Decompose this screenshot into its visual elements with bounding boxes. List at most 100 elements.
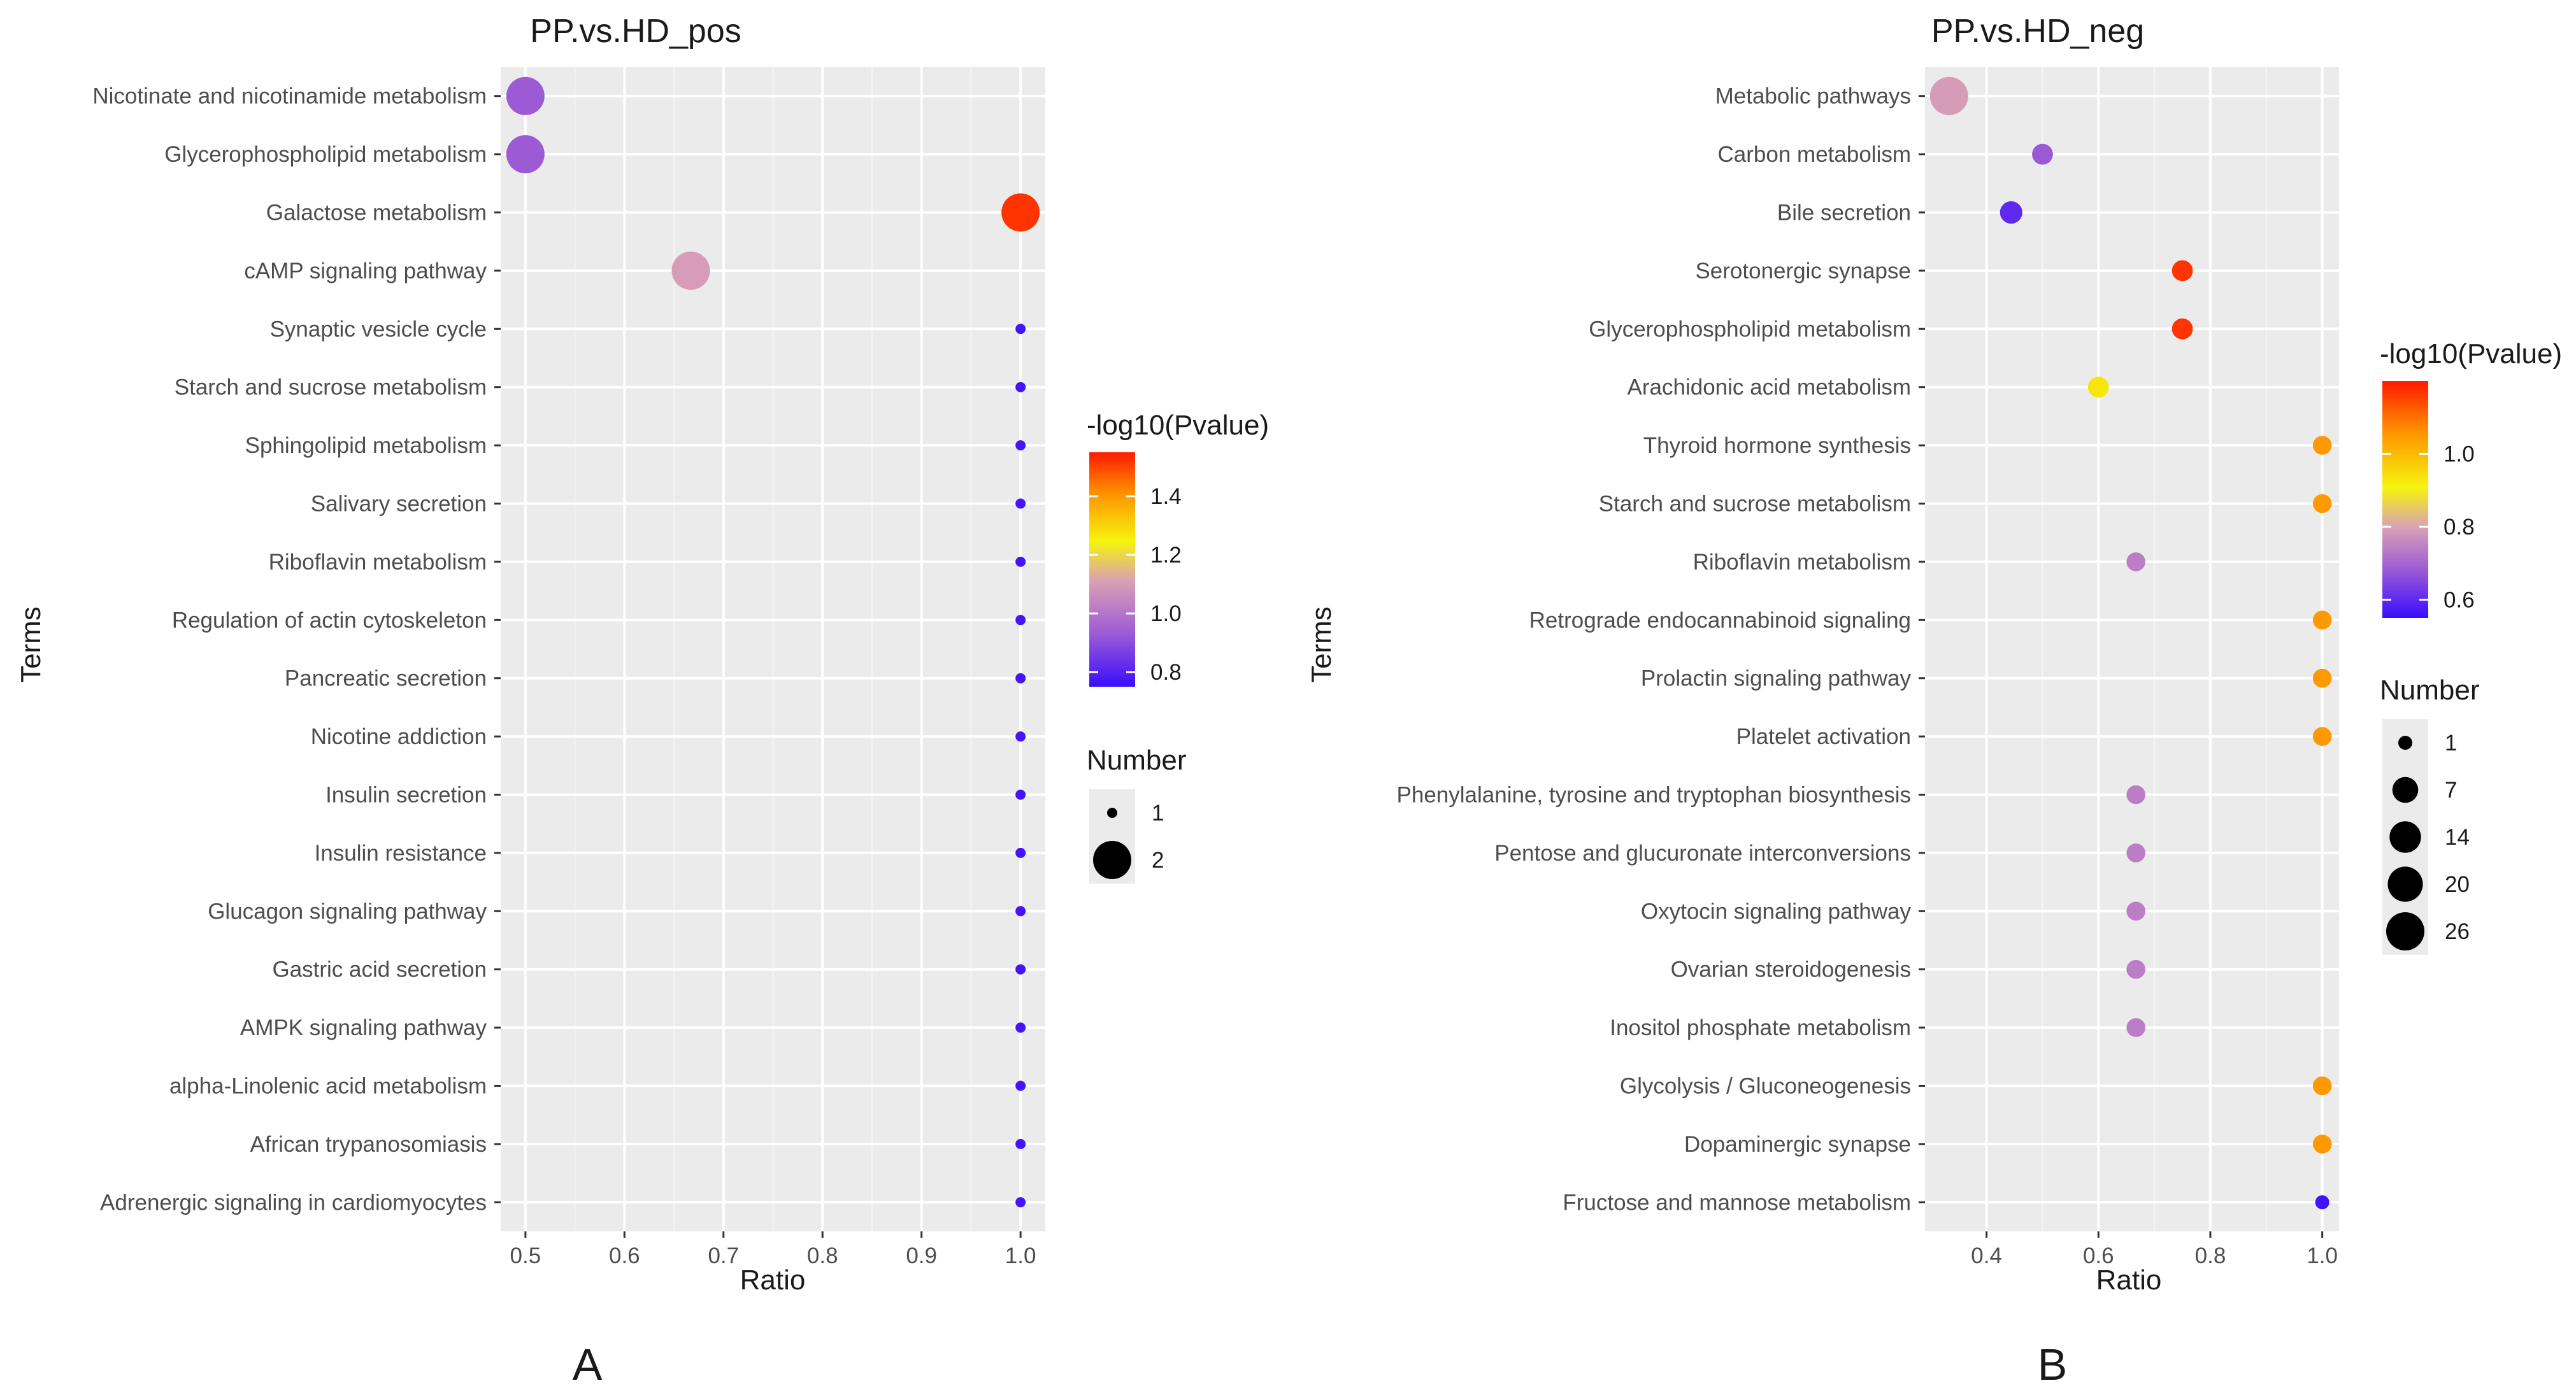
term-label: Synaptic vesicle cycle — [270, 317, 487, 341]
data-point — [2126, 959, 2145, 979]
term-label: Bile secretion — [1777, 201, 1911, 226]
data-point — [1015, 440, 1026, 451]
size-key-dot — [2398, 736, 2412, 750]
size-key-dot — [2392, 777, 2419, 803]
term-label: cAMP signaling pathway — [244, 259, 487, 283]
data-point — [1015, 556, 1026, 567]
size-key-label: 1 — [1152, 801, 1164, 826]
color-tick-label: 1.4 — [1150, 484, 1182, 509]
size-key-label: 26 — [2445, 919, 2470, 944]
color-legend-bar — [1089, 452, 1135, 687]
term-label: Prolactin signaling pathway — [1641, 666, 1912, 691]
panel-b: PP.vs.HD_neg Metabolic pathways Carbon me… — [1306, 13, 2562, 1389]
color-legend-ticks: 1.0 0.8 0.6 — [2382, 441, 2475, 612]
size-key-label: 20 — [2445, 872, 2470, 897]
term-label: AMPK signaling pathway — [240, 1015, 487, 1040]
data-point — [1015, 324, 1026, 334]
y-axis-title: Terms — [1306, 606, 1337, 683]
term-label: Glycerophospholipid metabolism — [1589, 317, 1911, 341]
term-label: Serotonergic synapse — [1695, 259, 1911, 283]
color-legend: -log10(Pvalue) 1.0 0.8 0.6 — [2380, 338, 2562, 618]
panel-a: PP.vs.HD_pos Nicotinate and nicotinamide… — [15, 13, 1269, 1389]
color-tick-label: 1.2 — [1150, 543, 1182, 568]
data-point — [1015, 382, 1026, 392]
x-tick-label: 0.5 — [510, 1243, 541, 1268]
term-label: Carbon metabolism — [1718, 142, 1911, 167]
data-point — [2312, 1135, 2332, 1154]
x-tick-label: 0.7 — [708, 1243, 739, 1268]
data-point — [671, 251, 710, 290]
term-label: Glycolysis / Gluconeogenesis — [1620, 1074, 1911, 1099]
term-label: Sphingolipid metabolism — [245, 433, 487, 458]
data-point — [1001, 193, 1040, 232]
term-label: Arachidonic acid metabolism — [1628, 375, 1911, 400]
term-label: Salivary secretion — [311, 492, 487, 517]
term-label: Insulin resistance — [315, 841, 487, 866]
term-label: Retrograde endocannabinoid signaling — [1529, 608, 1911, 633]
x-ticks: 0.4 0.6 0.8 1.0 — [1971, 1231, 2338, 1268]
term-label: Starch and sucrose metabolism — [175, 375, 487, 400]
data-point — [1015, 1197, 1026, 1208]
color-tick-label: 0.8 — [1150, 660, 1182, 685]
term-label: Nicotine addiction — [311, 724, 487, 749]
term-label: Starch and sucrose metabolism — [1599, 492, 1911, 517]
x-axis-title: Ratio — [740, 1264, 806, 1296]
color-tick-label: 0.6 — [2444, 587, 2475, 612]
term-label: Regulation of actin cytoskeleton — [172, 608, 487, 633]
data-point — [1015, 615, 1026, 626]
term-label: Pancreatic secretion — [285, 666, 487, 691]
data-point — [1015, 498, 1026, 509]
data-point — [2312, 436, 2332, 455]
x-tick-label: 0.8 — [807, 1243, 838, 1268]
size-key-dot — [1107, 808, 1117, 818]
color-tick-label: 1.0 — [1150, 601, 1182, 626]
x-axis-title: Ratio — [2096, 1264, 2162, 1296]
term-label: Fructose and mannose metabolism — [1563, 1190, 1911, 1215]
data-point — [2032, 143, 2053, 165]
term-label: Riboflavin metabolism — [269, 550, 487, 575]
data-point — [2312, 494, 2332, 513]
plot-background — [1925, 67, 2339, 1231]
size-key-label: 14 — [2445, 825, 2470, 850]
color-tick-label: 0.8 — [2444, 515, 2475, 540]
term-label: Riboflavin metabolism — [1693, 550, 1911, 575]
term-label: Glucagon signaling pathway — [208, 899, 487, 924]
size-key-dot — [2387, 866, 2423, 902]
term-label: Adrenergic signaling in cardiomyocytes — [100, 1190, 487, 1215]
color-tick-label: 1.0 — [2444, 441, 2475, 466]
size-key-label: 7 — [2445, 778, 2457, 803]
size-legend-keys: 1 7 14 20 26 — [2382, 719, 2470, 955]
data-point — [1015, 731, 1026, 742]
size-legend-keys: 12 — [1089, 789, 1164, 884]
term-labels: Nicotinate and nicotinamide metabolism Gl… — [92, 84, 501, 1215]
data-point — [1015, 906, 1026, 917]
x-tick-label: 1.0 — [1005, 1243, 1036, 1268]
data-point — [2315, 1195, 2329, 1210]
data-point — [2312, 610, 2332, 630]
size-key-dot — [2389, 821, 2421, 853]
chart-title: PP.vs.HD_pos — [530, 13, 741, 50]
term-label: Oxytocin signaling pathway — [1641, 899, 1912, 924]
data-point — [2312, 1076, 2332, 1096]
y-axis-title: Terms — [15, 606, 47, 683]
data-point — [1015, 673, 1026, 684]
x-tick-label: 0.4 — [1971, 1243, 2002, 1268]
points — [506, 76, 1040, 1208]
x-tick-label: 0.8 — [2195, 1243, 2226, 1268]
data-point — [1015, 789, 1026, 800]
data-point — [1015, 1138, 1026, 1149]
size-key-dot — [2386, 912, 2424, 950]
data-point — [1015, 1080, 1026, 1091]
term-label: Ovarian steroidogenesis — [1671, 957, 1911, 982]
data-point — [1015, 847, 1026, 858]
x-tick-label: 0.6 — [609, 1243, 640, 1268]
data-point — [2126, 843, 2145, 863]
data-point — [1929, 76, 1968, 115]
term-label: Nicotinate and nicotinamide metabolism — [92, 84, 487, 109]
term-labels: Metabolic pathways Carbon metabolism Bile … — [1397, 84, 1925, 1215]
term-label: Thyroid hormone synthesis — [1643, 433, 1911, 458]
data-point — [2172, 318, 2193, 340]
data-point — [1015, 1022, 1026, 1033]
term-label: African trypanosomiasis — [250, 1132, 487, 1157]
size-legend-title: Number — [2380, 675, 2480, 706]
